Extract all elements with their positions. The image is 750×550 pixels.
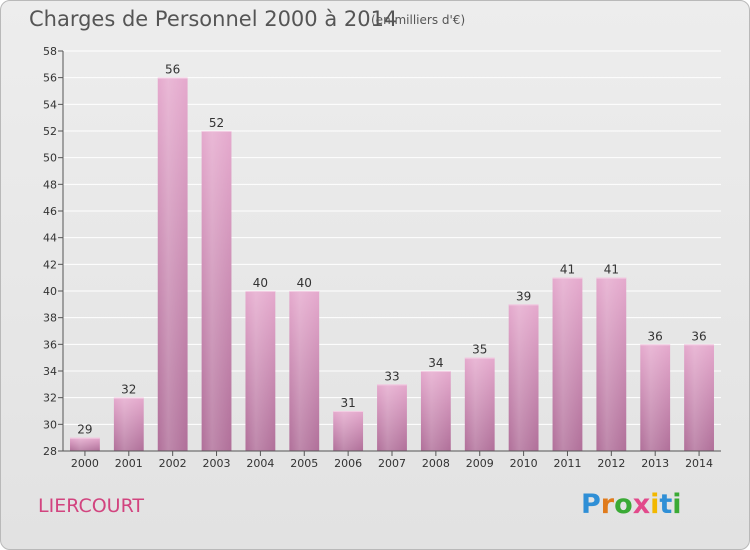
bar-value-label: 40 [297, 276, 312, 290]
bar-highlight [201, 131, 232, 451]
bar-value-label: 35 [472, 343, 487, 357]
x-tick-label: 2010 [510, 457, 538, 470]
bar-value-label: 32 [121, 383, 136, 397]
bar-value-label: 39 [516, 289, 531, 303]
bar-value-label: 33 [384, 369, 399, 383]
logo-letter: P [581, 489, 601, 520]
y-tick-label: 38 [43, 312, 57, 325]
y-tick-label: 36 [43, 338, 57, 351]
y-tick-label: 44 [43, 232, 57, 245]
chart-unit: (en milliers d'€) [371, 13, 466, 27]
bar-value-label: 56 [165, 63, 180, 77]
y-tick-label: 48 [43, 178, 57, 191]
bar-highlight [157, 77, 188, 452]
bar-value-label: 34 [428, 356, 443, 370]
bar-value-label: 31 [340, 396, 355, 410]
x-tick-label: 2013 [641, 457, 669, 470]
proxiti-logo: Proxiti [581, 489, 682, 520]
x-tick-label: 2000 [71, 457, 99, 470]
y-tick-label: 50 [43, 152, 57, 165]
bar-highlight [508, 304, 539, 451]
x-tick-label: 2011 [553, 457, 581, 470]
y-tick-label: 46 [43, 205, 57, 218]
logo-letter: o [614, 489, 633, 520]
bar-value-label: 41 [560, 263, 575, 277]
bar-value-label: 36 [648, 329, 663, 343]
x-tick-label: 2009 [466, 457, 494, 470]
y-tick-label: 40 [43, 285, 57, 298]
bar-highlight [596, 277, 627, 451]
bar-value-label: 41 [604, 263, 619, 277]
x-tick-label: 2014 [685, 457, 713, 470]
bar-highlight [420, 371, 451, 451]
bar-highlight [289, 291, 320, 451]
logo-letter: r [600, 489, 615, 520]
y-tick-label: 28 [43, 445, 57, 458]
bar-value-label: 40 [253, 276, 268, 290]
logo-letter: x [632, 489, 651, 520]
x-tick-label: 2004 [246, 457, 274, 470]
y-tick-label: 30 [43, 418, 57, 431]
bar-highlight [333, 411, 364, 451]
bar-highlight [70, 437, 100, 451]
bar-highlight [377, 384, 407, 451]
x-tick-label: 2008 [422, 457, 450, 470]
x-tick-label: 2002 [159, 457, 187, 470]
x-tick-label: 2006 [334, 457, 362, 470]
x-tick-label: 2003 [203, 457, 231, 470]
y-tick-label: 54 [43, 98, 57, 111]
chart-title: Charges de Personnel 2000 à 2014 [29, 7, 398, 31]
x-tick-label: 2012 [597, 457, 625, 470]
y-tick-label: 58 [43, 45, 57, 58]
y-tick-label: 56 [43, 72, 57, 85]
bar-highlight [640, 344, 671, 451]
bar-value-label: 36 [691, 329, 706, 343]
logo-letter: i [672, 489, 682, 520]
logo-letter: i [650, 489, 660, 520]
bar-highlight [684, 344, 714, 451]
y-tick-label: 34 [43, 365, 57, 378]
bar-value-label: 52 [209, 116, 224, 130]
bar-highlight [552, 277, 583, 451]
y-tick-label: 32 [43, 392, 57, 405]
commune-name: LIERCOURT [38, 495, 145, 517]
y-tick-label: 42 [43, 258, 57, 271]
bar-highlight [464, 357, 495, 451]
y-tick-label: 52 [43, 125, 57, 138]
bar-value-label: 29 [77, 423, 92, 437]
x-tick-label: 2007 [378, 457, 406, 470]
bar-highlight [245, 291, 276, 451]
x-tick-label: 2001 [115, 457, 143, 470]
x-tick-label: 2005 [290, 457, 318, 470]
logo-letter: t [659, 489, 673, 520]
bar-highlight [113, 397, 144, 451]
